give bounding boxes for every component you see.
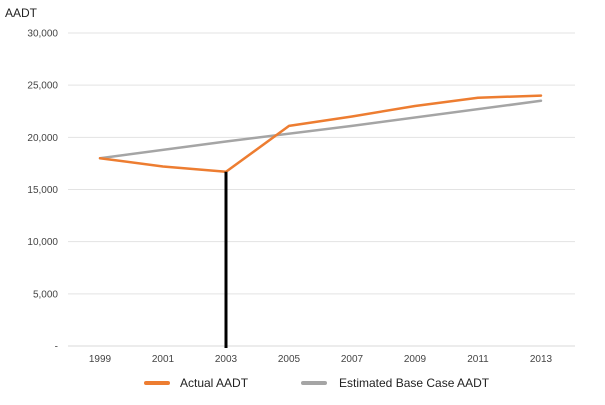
y-axis-title: AADT [5,6,38,20]
x-tick-label: 2009 [404,354,427,365]
gridlines [68,32,575,347]
y-tick-label: - [55,342,58,353]
x-axis-ticks: 1999 2001 2003 2005 2007 2009 2011 2013 [89,354,553,365]
y-tick-label: 30,000 [27,29,58,40]
y-axis-ticks: - 5,000 10,000 15,000 20,000 25,000 30,000 [27,29,58,353]
series-lines [98,94,543,174]
x-tick-label: 1999 [89,354,112,365]
series-line-actual-aadt [98,94,543,174]
y-tick-label: 25,000 [27,81,58,92]
y-tick-label: 15,000 [27,185,58,196]
x-tick-label: 2003 [215,354,238,365]
legend: Actual AADT Estimated Base Case AADT [144,376,490,390]
y-tick-label: 20,000 [27,133,58,144]
x-tick-label: 2001 [152,354,175,365]
x-tick-label: 2013 [530,354,553,365]
x-tick-label: 2011 [467,354,489,365]
y-tick-label: 10,000 [27,237,58,248]
legend-label: Actual AADT [180,376,249,390]
y-tick-label: 5,000 [33,289,58,300]
series-line-estimated-base-case-aadt [98,99,543,160]
x-tick-label: 2007 [341,354,364,365]
legend-label: Estimated Base Case AADT [339,376,490,390]
x-tick-label: 2005 [278,354,301,365]
